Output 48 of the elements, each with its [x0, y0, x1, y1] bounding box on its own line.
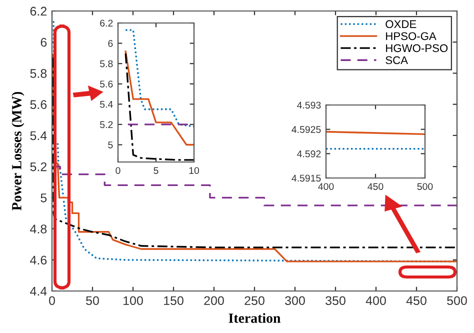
- legend-label: HGWO-PSO: [386, 44, 448, 52]
- line-series: [124, 50, 194, 146]
- y-tick-label: 5: [40, 194, 47, 202]
- y-tick-label: 5.6: [100, 80, 113, 88]
- x-tick-label: 250: [244, 296, 264, 306]
- y-tick-label: 5.4: [30, 131, 47, 140]
- x-tick-label: 400: [366, 296, 386, 306]
- line-series: [52, 166, 457, 206]
- legend-label: HPSO-GA: [386, 32, 436, 40]
- legend-label: OXDE: [386, 20, 416, 28]
- y-tick-label: 6.2: [30, 6, 47, 16]
- y-tick-label: 6: [108, 40, 113, 47]
- x-tick-label: 150: [164, 296, 184, 306]
- y-axis-title: Power Losses (MW): [12, 92, 24, 210]
- y-tick-label: 4.5915: [292, 174, 321, 182]
- line-series: [124, 52, 194, 161]
- y-tick-label: 5.8: [100, 60, 113, 68]
- x-tick-label: 200: [204, 296, 224, 306]
- x-tick-label: 100: [124, 296, 143, 306]
- y-tick-label: 5.4: [100, 101, 113, 108]
- y-tick-label: 5.2: [100, 121, 113, 128]
- y-tick-label: 4.593: [297, 102, 321, 109]
- y-tick-label: 4.8: [30, 224, 47, 234]
- x-tick-label: 5: [154, 167, 158, 174]
- y-tick-label: 4.4: [30, 286, 47, 296]
- y-tick-label: 5.6: [30, 100, 47, 109]
- x-tick-label: 50: [86, 296, 99, 306]
- x-tick-label: 10: [189, 167, 200, 174]
- x-tick-label: 300: [285, 296, 305, 306]
- x-tick-label: 0: [116, 167, 120, 174]
- y-tick-label: 5.8: [30, 69, 47, 78]
- y-tick-label: 4.6: [30, 256, 47, 265]
- y-tick-label: 4.5925: [292, 126, 321, 133]
- y-tick-label: 5: [108, 142, 113, 148]
- x-tick-label: 350: [326, 296, 346, 306]
- y-tick-label: 4.592: [297, 150, 321, 158]
- x-tick-label: 450: [368, 183, 384, 190]
- x-tick-label: 0: [49, 296, 55, 306]
- y-tick-label: 6.2: [100, 20, 113, 27]
- x-tick-label: 500: [447, 296, 467, 306]
- y-tick-label: 5.2: [30, 162, 47, 172]
- x-tick-label: 500: [417, 183, 433, 190]
- legend-label: SCA: [386, 56, 408, 64]
- y-tick-label: 6: [40, 38, 47, 47]
- x-axis-title: Iteration: [228, 313, 281, 323]
- line-series: [124, 29, 194, 128]
- x-tick-label: 450: [406, 296, 426, 306]
- x-tick-label: 400: [318, 183, 334, 190]
